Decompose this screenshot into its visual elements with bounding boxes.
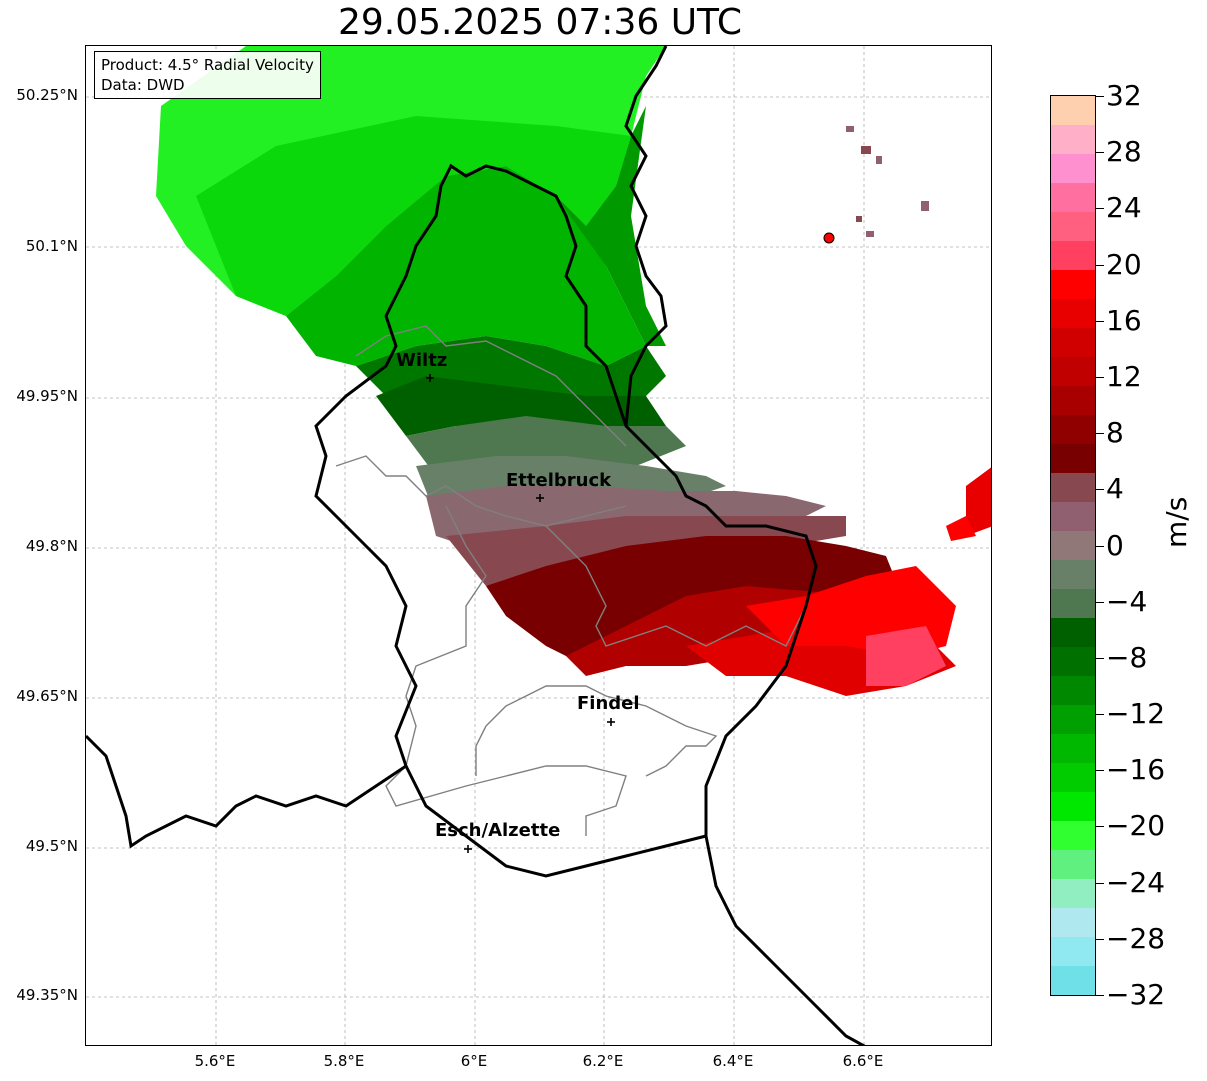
product-info-box: Product: 4.5° Radial Velocity Data: DWD <box>94 51 321 99</box>
colorbar-segment <box>1051 618 1095 647</box>
colorbar-tick-label: 0 <box>1106 528 1124 562</box>
colorbar-tick <box>1096 96 1104 97</box>
colorbar-tick-label: −20 <box>1106 809 1166 843</box>
colorbar-tick <box>1096 601 1104 603</box>
colorbar-segment <box>1051 357 1095 386</box>
colorbar-tick-label: −16 <box>1106 753 1166 787</box>
colorbar-tick <box>1096 320 1104 322</box>
colorbar-tick <box>1096 264 1104 266</box>
colorbar-tick <box>1096 376 1104 378</box>
colorbar-tick <box>1096 152 1104 154</box>
colorbar-tick-label: −24 <box>1106 865 1166 899</box>
colorbar-segment <box>1051 241 1095 270</box>
map-title: 29.05.2025 07:36 UTC <box>337 2 743 43</box>
lon-label-6-4: 6.4°E <box>712 1052 754 1070</box>
colorbar-segment <box>1051 589 1095 618</box>
colorbar-segment <box>1051 792 1095 821</box>
lat-label-50-25: 50.25°N <box>16 86 78 104</box>
colorbar-tick-label: 16 <box>1106 303 1142 337</box>
lon-label-6-6: 6.6°E <box>842 1052 884 1070</box>
colorbar-tick <box>1096 995 1104 996</box>
lat-label-49-8: 49.8°N <box>25 537 78 555</box>
lat-label-49-65: 49.65°N <box>16 687 78 705</box>
lon-label-6-2: 6.2°E <box>582 1052 624 1070</box>
colorbar-segment <box>1051 647 1095 676</box>
colorbar-tick <box>1096 657 1104 659</box>
colorbar-tick <box>1096 826 1104 828</box>
colorbar-segment <box>1051 850 1095 879</box>
lat-label-49-35: 49.35°N <box>16 986 78 1004</box>
colorbar-tick <box>1096 545 1104 547</box>
colorbar-segment <box>1051 415 1095 444</box>
colorbar-segment <box>1051 560 1095 589</box>
colorbar-segment <box>1051 386 1095 415</box>
colorbar-tick <box>1096 882 1104 884</box>
colorbar-segment <box>1051 502 1095 531</box>
colorbar-tick-label: 8 <box>1106 416 1124 450</box>
colorbar-tick <box>1096 938 1104 940</box>
colorbar-tick-label: −4 <box>1106 584 1148 618</box>
product-label: Product: 4.5° Radial Velocity <box>101 56 314 74</box>
colorbar-tick-label: −28 <box>1106 921 1166 955</box>
colorbar-tick-label: 12 <box>1106 359 1142 393</box>
lat-label-49-95: 49.95°N <box>16 387 78 405</box>
colorbar-segment <box>1051 937 1095 966</box>
lon-label-5-6: 5.6°E <box>194 1052 236 1070</box>
colorbar-tick <box>1096 489 1104 491</box>
colorbar-segment <box>1051 531 1095 560</box>
colorbar-tick-label: −8 <box>1106 640 1148 674</box>
colorbar-segment <box>1051 676 1095 705</box>
district-boundaries <box>335 325 807 836</box>
city-label-wiltz: Wiltz <box>396 350 448 371</box>
colorbar-tick <box>1096 208 1104 210</box>
colorbar-tick <box>1096 714 1104 716</box>
city-label-findel: Findel <box>577 693 640 714</box>
colorbar-segment <box>1051 270 1095 299</box>
colorbar-segment <box>1051 473 1095 502</box>
colorbar-tick-label: 28 <box>1106 135 1142 169</box>
lon-label-5-8: 5.8°E <box>323 1052 365 1070</box>
colorbar-segment <box>1051 154 1095 183</box>
colorbar-unit-label: m/s <box>1160 496 1193 548</box>
colorbar-segment <box>1051 125 1095 154</box>
radar-map[interactable] <box>85 45 992 1046</box>
data-source-label: Data: DWD <box>101 76 185 94</box>
colorbar-tick-label: 24 <box>1106 191 1142 225</box>
colorbar-tick <box>1096 433 1104 435</box>
colorbar-segment <box>1051 763 1095 792</box>
colorbar-segment <box>1051 821 1095 850</box>
colorbar-segment <box>1051 966 1095 995</box>
colorbar-tick-label: −12 <box>1106 697 1166 731</box>
colorbar-tick <box>1096 770 1104 772</box>
lat-label-50-1: 50.1°N <box>25 237 78 255</box>
colorbar-tick-label: 32 <box>1106 79 1142 112</box>
colorbar-segment <box>1051 908 1095 937</box>
colorbar-tick-label: 20 <box>1106 247 1142 281</box>
colorbar-segment <box>1051 734 1095 763</box>
colorbar-tick-label: 4 <box>1106 472 1124 506</box>
colorbar-segment <box>1051 879 1095 908</box>
colorbar-segment <box>1051 299 1095 328</box>
city-markers <box>426 374 615 853</box>
colorbar-segment <box>1051 705 1095 734</box>
colorbar-segment <box>1051 96 1095 125</box>
radar-map-canvas <box>86 46 991 1045</box>
colorbar-segment <box>1051 212 1095 241</box>
lat-label-49-5: 49.5°N <box>25 837 78 855</box>
velocity-colorbar <box>1050 95 1096 996</box>
colorbar-segment <box>1051 444 1095 473</box>
national-borders <box>86 46 866 1045</box>
city-label-ettelbruck: Ettelbruck <box>506 470 612 491</box>
radar-velocity-field <box>156 46 991 696</box>
lon-label-6-0: 6°E <box>460 1052 488 1070</box>
colorbar-segment <box>1051 328 1095 357</box>
city-label-esch-alzette: Esch/Alzette <box>435 820 561 841</box>
colorbar-segment <box>1051 183 1095 212</box>
colorbar-tick-label: −32 <box>1106 978 1166 1011</box>
